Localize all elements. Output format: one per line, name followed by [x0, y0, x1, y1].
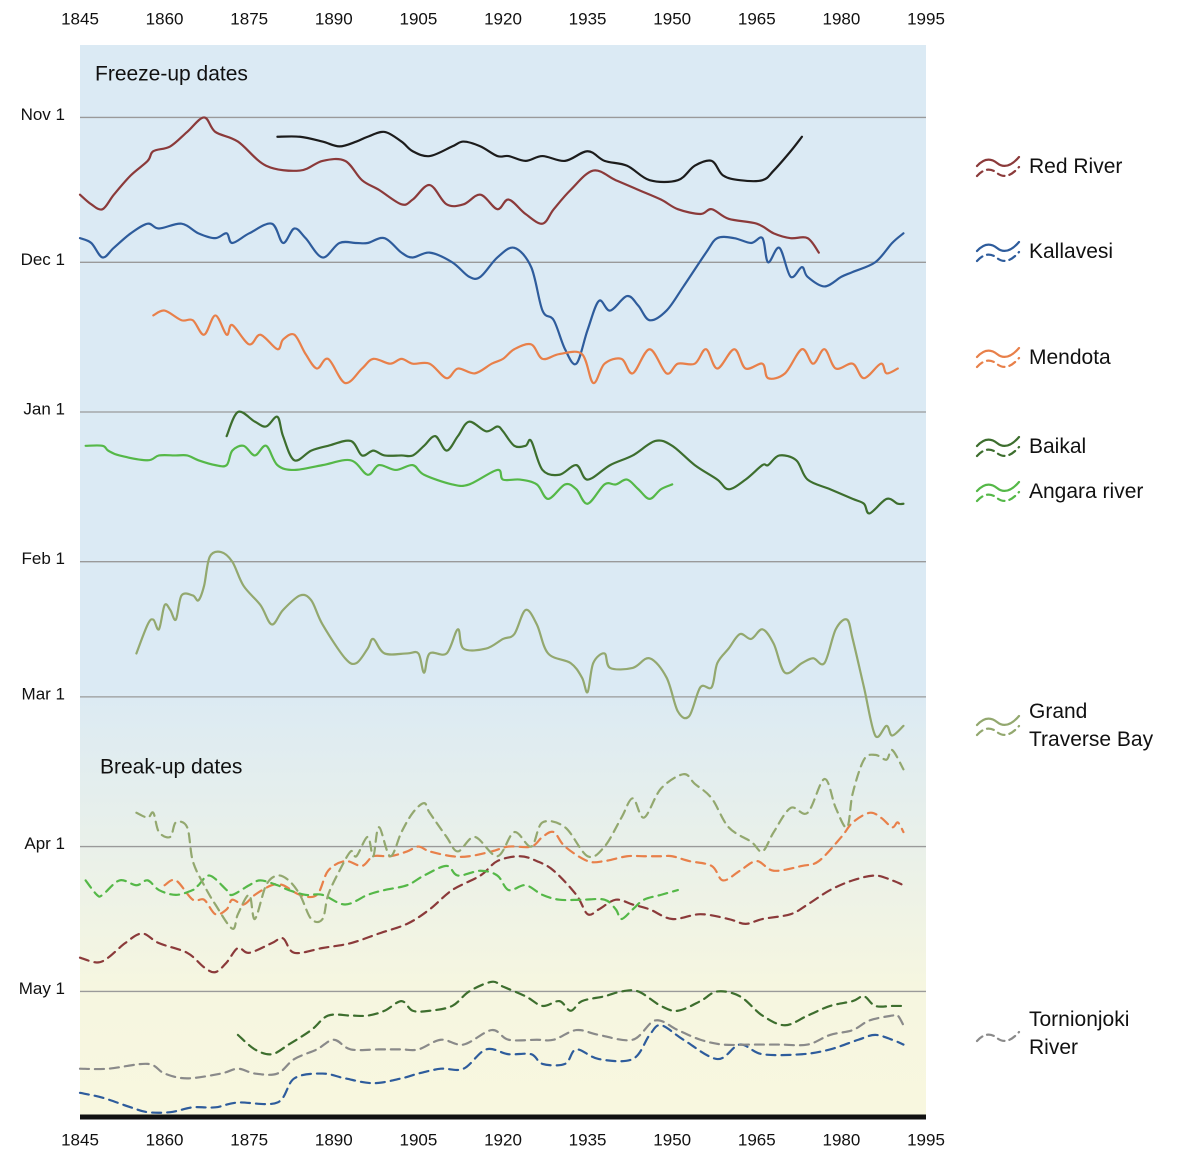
x-tick-label: 1890 [315, 1130, 353, 1149]
x-tick-label: 1995 [907, 9, 945, 28]
x-tick-label: 1890 [315, 9, 353, 28]
legend-swatch [975, 435, 1021, 448]
legend-item: Angara river [975, 478, 1183, 506]
legend-icon [975, 155, 1021, 178]
legend-swatch [975, 1030, 1021, 1043]
legend-icon [975, 480, 1021, 503]
legend-item: Kallavesi [975, 238, 1183, 266]
legend-label: Mendota [1029, 346, 1111, 369]
legend-swatch [975, 346, 1021, 359]
y-tick-label: May 1 [19, 979, 65, 998]
x-tick-label: 1935 [569, 9, 607, 28]
breakup-line [84, 864, 679, 921]
x-tick-label: 1965 [738, 9, 776, 28]
freeze-line [152, 309, 899, 385]
legend-swatch [975, 250, 1021, 263]
x-tick-label: 1935 [569, 1130, 607, 1149]
x-tick-label: 1845 [61, 9, 99, 28]
legend-swatch [975, 240, 1021, 253]
legend-icon [975, 714, 1021, 737]
freeze-line [276, 130, 804, 184]
annotation: Break-up dates [100, 756, 242, 779]
legend-swatch [975, 356, 1021, 369]
legend-icon [975, 1030, 1021, 1043]
x-tick-label: 1875 [230, 1130, 268, 1149]
legend-swatch [975, 445, 1021, 458]
y-tick-label: Mar 1 [22, 684, 65, 703]
breakup-line [78, 855, 905, 974]
x-tick-label: 1980 [822, 9, 860, 28]
legend-label: Tornionjoki River [1029, 1008, 1130, 1059]
breakup-line [163, 811, 905, 916]
y-tick-label: Apr 1 [24, 834, 65, 853]
legend-swatch [975, 490, 1021, 503]
y-tick-label: Nov 1 [21, 105, 65, 124]
x-tick-label: 1905 [399, 1130, 437, 1149]
x-tick-label: 1860 [146, 1130, 184, 1149]
x-tick-label: 1860 [146, 9, 184, 28]
legend-item: Grand Traverse Bay [975, 698, 1157, 754]
breakup-line [135, 748, 905, 930]
freeze-line [135, 550, 905, 739]
x-tick-label: 1950 [653, 1130, 691, 1149]
plot-background [80, 45, 926, 1117]
legend-swatch [975, 724, 1021, 737]
x-tick-label: 1845 [61, 1130, 99, 1149]
legend-label: Baikal [1029, 435, 1087, 458]
breakup-line [78, 1024, 905, 1114]
legend-icon [975, 435, 1021, 458]
freeze-line [78, 116, 820, 254]
x-tick-label: 1905 [399, 9, 437, 28]
legend-label: Red River [1029, 155, 1123, 178]
legend-label: Kallavesi [1029, 240, 1114, 263]
x-tick-label: 1965 [738, 1130, 776, 1149]
freeze-line [78, 222, 905, 366]
legend-item: Mendota [975, 344, 1183, 372]
freeze-line [84, 444, 674, 505]
breakup-line [78, 1013, 905, 1080]
x-tick-label: 1920 [484, 1130, 522, 1149]
legend-item: Red River [975, 153, 1183, 181]
legend-label: Angara river [1029, 480, 1144, 503]
legend-icon [975, 346, 1021, 369]
x-tick-label: 1950 [653, 9, 691, 28]
y-tick-label: Jan 1 [23, 399, 65, 418]
x-tick-label: 1920 [484, 9, 522, 28]
legend-swatch [975, 480, 1021, 493]
x-tick-label: 1980 [822, 1130, 860, 1149]
x-tick-label: 1995 [907, 1130, 945, 1149]
legend-label: Grand Traverse Bay [1029, 700, 1154, 751]
x-tick-label: 1875 [230, 9, 268, 28]
freeze-line [225, 410, 905, 515]
legend-swatch [975, 165, 1021, 178]
y-tick-label: Feb 1 [22, 549, 65, 568]
y-tick-label: Dec 1 [21, 250, 65, 269]
legend-swatch [975, 155, 1021, 168]
annotation: Freeze-up dates [95, 63, 248, 86]
legend-item: Tornionjoki River [975, 1006, 1157, 1062]
legend-icon [975, 240, 1021, 263]
legend-swatch [975, 714, 1021, 727]
legend-item: Baikal [975, 433, 1183, 461]
